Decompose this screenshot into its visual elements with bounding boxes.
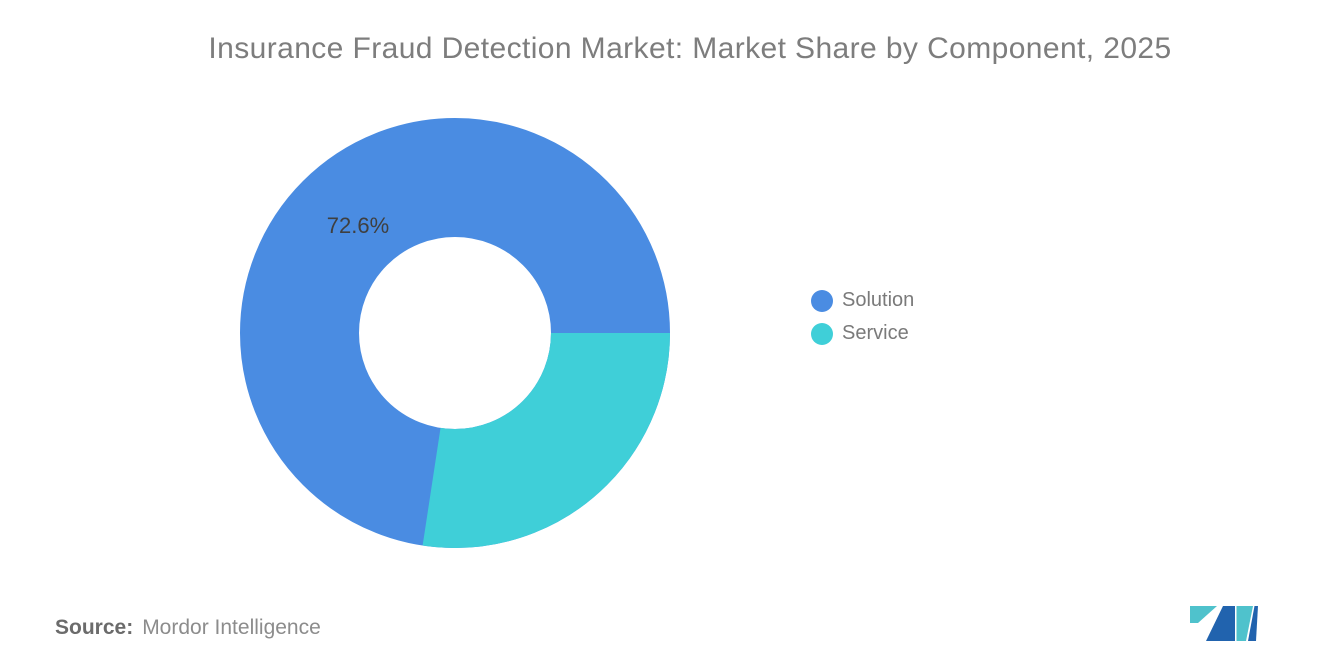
logo-shape-blue-right xyxy=(1248,606,1258,641)
donut-chart: 72.6% xyxy=(235,113,675,553)
mordor-intelligence-logo-icon xyxy=(1190,606,1258,641)
legend-item-service: Service xyxy=(811,317,914,350)
source-name: Mordor Intelligence xyxy=(142,616,321,639)
logo-shape-teal-right xyxy=(1236,606,1253,641)
source-line: Source: Mordor Intelligence xyxy=(55,614,321,642)
legend: Solution Service xyxy=(811,284,914,350)
legend-item-solution: Solution xyxy=(811,284,914,317)
legend-swatch-solution-icon xyxy=(811,289,833,312)
data-label-solution: 72.6% xyxy=(327,213,389,238)
donut-slice-service xyxy=(240,118,670,548)
legend-label-service: Service xyxy=(842,322,909,344)
chart-title: Insurance Fraud Detection Market: Market… xyxy=(208,32,1172,65)
legend-label-solution: Solution xyxy=(842,289,915,311)
logo-shape-teal-left xyxy=(1190,606,1217,623)
legend-swatch-service-icon xyxy=(811,322,833,345)
logo-shape-blue-diagonal xyxy=(1206,606,1235,641)
donut-svg: 72.6% xyxy=(240,118,670,548)
source-label: Source: xyxy=(55,616,134,639)
